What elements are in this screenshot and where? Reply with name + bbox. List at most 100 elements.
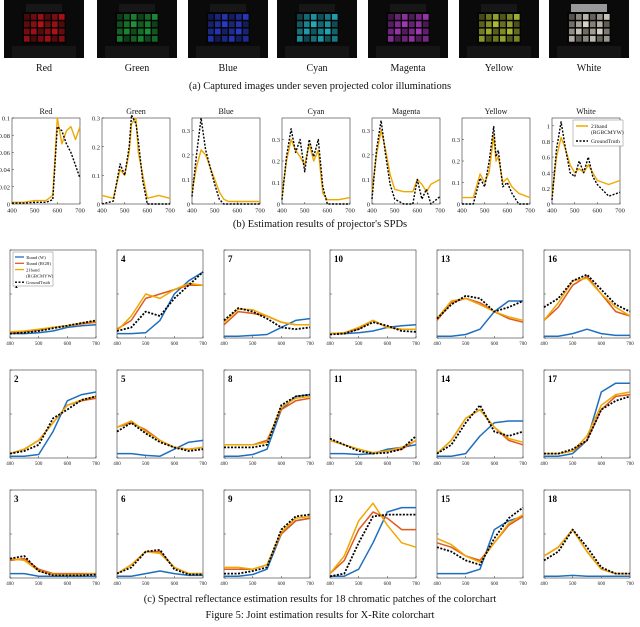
x-tick-label: 600 — [598, 582, 606, 587]
colorchart-patch — [395, 14, 401, 20]
spd-title: White — [576, 107, 596, 116]
x-tick-label: 700 — [615, 208, 625, 215]
plot-frame — [543, 369, 631, 459]
series-3band-rgb — [116, 284, 203, 330]
legend-21band-label: 21band — [591, 124, 607, 130]
caption-a: (a) Captured images under seven projecte… — [188, 81, 452, 92]
colorchart-patch — [152, 21, 158, 28]
y-tick-label: 0.1 — [272, 180, 280, 187]
colorchart-patch — [311, 21, 317, 28]
series-groundtruth — [329, 435, 417, 455]
spd-series-groundtruth — [371, 119, 441, 205]
patch-number: 5 — [121, 374, 126, 384]
y-tick-label: 0.8 — [542, 139, 550, 146]
colorchart-patch — [409, 14, 415, 20]
colorchart-patch — [486, 21, 492, 28]
y-tick-label: 0 — [547, 202, 550, 209]
colorchart-patch — [332, 14, 338, 20]
plot-frame — [116, 489, 204, 579]
caption-b: (b) Estimation results of projector's SP… — [232, 219, 408, 230]
colorchart-patch — [416, 35, 422, 42]
patch-number: 9 — [228, 494, 233, 504]
colorchart-patch — [395, 21, 401, 28]
y-tick-label: 0 — [187, 202, 190, 209]
colorchart-patch — [576, 35, 582, 42]
plot-frame — [543, 249, 631, 339]
colorchart-patch — [38, 35, 44, 42]
colorchart-patch — [304, 21, 310, 28]
colorchart-patch — [297, 21, 303, 28]
colorchart-patch — [215, 28, 221, 35]
colorchart-patch — [236, 35, 242, 42]
colorchart-patch — [493, 21, 499, 28]
colorchart-patch — [117, 21, 123, 28]
colorchart-patch — [583, 14, 589, 20]
colorchart-patch — [215, 35, 221, 42]
series-groundtruth — [436, 506, 524, 566]
x-tick-label: 500 — [390, 208, 400, 215]
y-tick-label: 0.1 — [92, 173, 100, 180]
colorchart-patch — [493, 14, 499, 20]
colorchart-patch — [138, 28, 144, 35]
spd-series-groundtruth — [281, 128, 350, 205]
x-tick-label: 600 — [502, 208, 512, 215]
captured-image-cyan — [277, 0, 357, 58]
x-tick-label: 400 — [540, 582, 548, 587]
colorchart-patch — [145, 14, 151, 20]
y-tick-label: 0.3 — [362, 128, 370, 135]
colorchart-patch — [222, 14, 228, 20]
series-3band-w — [117, 570, 203, 577]
colorchart-patch — [597, 28, 603, 35]
colorchart-patch — [24, 28, 30, 35]
y-tick-label: 0.08 — [0, 133, 10, 140]
patch-number: 7 — [228, 254, 233, 264]
colorchart-patch — [45, 14, 51, 20]
illumination-label-green: Green — [124, 63, 150, 74]
patch-number: 12 — [334, 494, 344, 504]
legend-label: (RGBCMYW) — [26, 274, 54, 279]
x-tick-label: 700 — [199, 582, 207, 587]
colorchart-patch — [409, 28, 415, 35]
x-tick-label: 500 — [570, 208, 580, 215]
x-tick-label: 700 — [306, 462, 314, 467]
colorchart-patch — [514, 28, 520, 35]
x-tick-label: 400 — [326, 462, 334, 467]
x-tick-label: 700 — [345, 208, 355, 215]
x-tick-label: 400 — [220, 462, 228, 467]
colorchart-patch — [138, 21, 144, 28]
colorchart-patch — [145, 35, 151, 42]
illumination-label-red: Red — [35, 63, 53, 74]
series-3band-rgb — [329, 511, 416, 575]
colorchart-patch — [208, 14, 214, 20]
colorchart-patch — [402, 28, 408, 35]
patch-number: 13 — [441, 254, 451, 264]
plot-frame — [329, 489, 417, 579]
series-groundtruth — [116, 271, 204, 332]
x-tick-label: 700 — [199, 342, 207, 347]
x-tick-label: 500 — [569, 462, 577, 467]
colorchart-patch — [479, 14, 485, 20]
spd-title: Green — [126, 107, 146, 116]
series-groundtruth — [116, 421, 204, 452]
x-tick-label: 700 — [92, 462, 100, 467]
colorchart-patch — [388, 14, 394, 20]
colorchart-patch — [304, 14, 310, 20]
colorchart-patch — [24, 14, 30, 20]
x-tick-label: 400 — [6, 342, 14, 347]
plot-frame — [436, 249, 524, 339]
colorchart-patch — [52, 28, 58, 35]
spd-series-21band — [371, 129, 441, 193]
illumination-label-magenta: Magenta — [390, 63, 426, 74]
spd-series-groundtruth — [462, 125, 530, 205]
colorchart-patch — [124, 28, 130, 35]
spd-series-groundtruth — [551, 121, 621, 201]
colorchart-thumbnail — [4, 0, 84, 58]
colorchart-patch — [138, 35, 144, 42]
x-tick-label: 400 — [6, 462, 14, 467]
x-tick-label: 400 — [540, 462, 548, 467]
series-21band — [436, 297, 524, 322]
y-tick-label: 0.2 — [272, 159, 280, 166]
x-tick-label: 400 — [326, 582, 334, 587]
colorchart-patch — [243, 14, 249, 20]
